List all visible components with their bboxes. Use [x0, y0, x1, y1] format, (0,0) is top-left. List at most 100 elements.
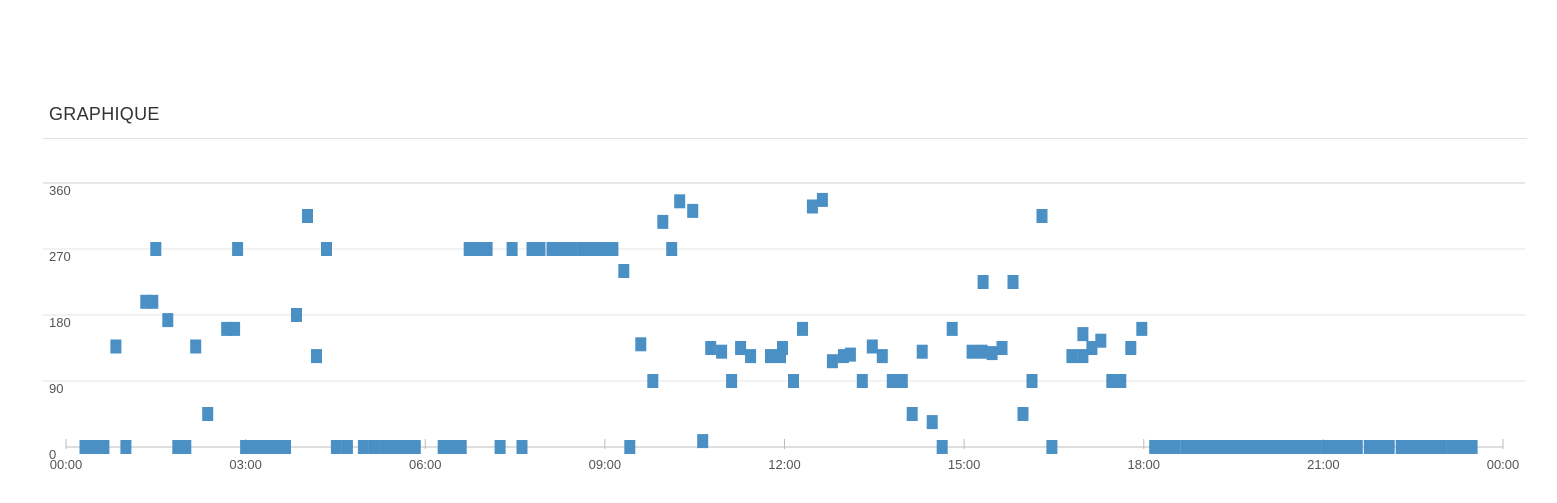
data-point	[1415, 440, 1427, 454]
data-point	[986, 346, 998, 361]
data-point	[321, 242, 332, 256]
data-point	[379, 440, 391, 454]
tick-labels: 0 90 180 270 360 00:00 03:00 06:00 09:00 12:00 15:…	[49, 183, 1519, 472]
data-point	[1240, 440, 1251, 454]
data-point	[1310, 440, 1322, 454]
data-point	[906, 407, 918, 421]
data-point	[618, 264, 630, 278]
data-point	[79, 440, 91, 454]
data-point	[240, 440, 252, 454]
data-point	[996, 341, 1008, 355]
y-tick-label: 0	[49, 447, 56, 462]
data-point	[837, 349, 849, 364]
data-point	[876, 349, 888, 364]
data-point	[463, 242, 475, 256]
x-tick-label: 12:00	[768, 457, 801, 472]
data-point	[647, 374, 659, 388]
data-point	[270, 440, 282, 454]
data-point	[437, 440, 449, 454]
data-point	[1026, 374, 1038, 388]
data-point	[447, 440, 459, 454]
data-point	[806, 199, 818, 214]
data-point	[657, 214, 669, 229]
data-point	[1077, 349, 1089, 364]
data-point	[229, 321, 241, 336]
x-tick-label: 00:00	[50, 457, 83, 472]
data-point	[1095, 333, 1107, 348]
data-point	[745, 349, 757, 364]
data-point	[162, 313, 174, 328]
data-point	[775, 349, 786, 364]
y-tick-label: 360	[49, 183, 71, 198]
x-tick-label: 06:00	[409, 457, 442, 472]
data-point	[120, 440, 132, 454]
data-point	[1149, 440, 1161, 454]
data-point	[926, 415, 938, 430]
data-point	[88, 440, 100, 454]
y-tick-label: 90	[49, 381, 63, 396]
data-point	[1373, 440, 1385, 454]
data-point	[765, 349, 776, 364]
data-point	[291, 308, 302, 322]
data-point	[389, 440, 401, 454]
data-point	[844, 347, 856, 362]
data-point	[1261, 440, 1272, 454]
data-point	[330, 440, 342, 454]
data-point	[1180, 440, 1192, 454]
data-point	[190, 339, 202, 354]
header-divider	[43, 138, 1527, 139]
data-point	[1066, 349, 1078, 364]
data-point	[546, 242, 558, 256]
data-point	[896, 374, 908, 388]
data-point	[826, 354, 838, 369]
data-point	[368, 440, 380, 454]
data-point	[566, 242, 578, 256]
data-point	[506, 242, 518, 256]
data-point	[1341, 440, 1353, 454]
data-point	[1086, 341, 1098, 355]
data-point	[1125, 341, 1137, 355]
data-point	[1159, 440, 1171, 454]
data-point	[1446, 440, 1458, 454]
data-point	[409, 440, 421, 454]
data-point	[1210, 440, 1222, 454]
data-point	[856, 374, 868, 388]
data-point	[526, 242, 538, 256]
x-tick-label: 09:00	[589, 457, 622, 472]
data-point	[726, 374, 738, 388]
data-point	[1466, 440, 1478, 454]
data-point	[399, 440, 411, 454]
data-point	[1017, 407, 1029, 421]
data-point	[1456, 440, 1468, 454]
data-point	[788, 374, 799, 388]
data-point	[597, 242, 609, 256]
data-point	[624, 440, 636, 454]
data-point	[577, 242, 589, 256]
data-point	[1220, 440, 1232, 454]
data-point	[221, 321, 233, 336]
data-point	[587, 242, 599, 256]
data-point	[556, 242, 568, 256]
data-point	[697, 434, 709, 449]
data-point	[1077, 327, 1089, 342]
data-point	[147, 294, 159, 309]
data-point	[916, 344, 928, 359]
data-point	[473, 242, 485, 256]
data-point	[735, 341, 747, 355]
data-point	[777, 341, 788, 355]
data-point	[98, 440, 110, 454]
data-point	[866, 339, 878, 354]
y-tick-label: 270	[49, 249, 71, 264]
data-point	[1106, 374, 1118, 388]
data-point	[172, 440, 184, 454]
data-point	[666, 242, 678, 256]
data-point	[280, 440, 291, 454]
data-point	[250, 440, 262, 454]
data-point	[705, 341, 717, 355]
data-point	[976, 344, 988, 359]
data-point	[232, 242, 244, 256]
data-point	[202, 407, 214, 421]
data-point	[977, 275, 989, 289]
data-point	[1290, 440, 1302, 454]
data-point	[357, 440, 369, 454]
